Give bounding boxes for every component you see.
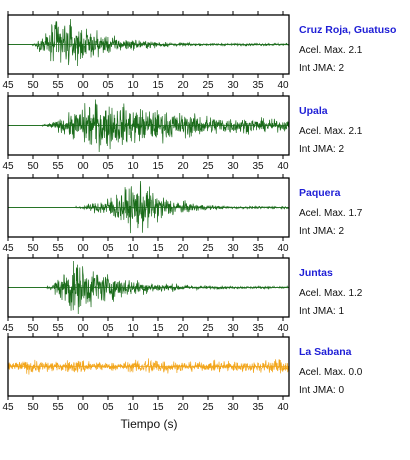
waveform-line <box>8 19 290 67</box>
jma-intensity-text: Int JMA: 2 <box>299 144 344 155</box>
station-name: Upala <box>299 105 328 117</box>
tick-label: 15 <box>152 161 164 172</box>
tick-label: 15 <box>152 402 164 413</box>
tick-label: 30 <box>227 323 239 334</box>
tick-label: 35 <box>252 161 264 172</box>
tick-label: 40 <box>277 243 289 254</box>
tick-label: 30 <box>227 80 239 91</box>
acel-max-text: Acel. Max. 1.2 <box>299 288 363 299</box>
panel-frame <box>7 95 290 156</box>
tick-label: 00 <box>77 80 89 91</box>
tick-label: 00 <box>77 161 89 172</box>
tick-label: 50 <box>27 402 39 413</box>
tick-label: 40 <box>277 161 289 172</box>
tick-label: 55 <box>52 161 64 172</box>
panel-2: 45 50 55 00 05 10 15 20 25 30 35 40 Upala Acel. Max. … <box>2 92 363 172</box>
panel-frame <box>7 14 290 75</box>
panel-3: 45 50 55 00 05 10 15 20 25 30 35 40 Paquera Acel. Max… <box>2 174 363 254</box>
tick-label: 25 <box>202 80 214 91</box>
acel-max-text: Acel. Max. 2.1 <box>299 45 363 56</box>
jma-intensity-text: Int JMA: 1 <box>299 306 344 317</box>
tick-label: 45 <box>2 323 14 334</box>
tick-label: 00 <box>77 402 89 413</box>
tick-label: 45 <box>2 402 14 413</box>
tick-label: 30 <box>227 402 239 413</box>
tick-label: 10 <box>127 80 139 91</box>
tick-label: 15 <box>152 243 164 254</box>
tick-label: 50 <box>27 161 39 172</box>
waveform-line <box>7 358 290 375</box>
tick-label: 15 <box>152 80 164 91</box>
jma-intensity-text: Int JMA: 2 <box>299 226 344 237</box>
tick-label: 20 <box>177 402 189 413</box>
station-name: La Sabana <box>299 346 352 358</box>
tick-label: 25 <box>202 243 214 254</box>
tick-label: 40 <box>277 323 289 334</box>
tick-label: 05 <box>102 80 114 91</box>
tick-label: 30 <box>227 243 239 254</box>
tick-label: 20 <box>177 80 189 91</box>
tick-label: 35 <box>252 80 264 91</box>
waveform-line <box>8 99 290 153</box>
acel-max-text: Acel. Max. 0.0 <box>299 367 363 378</box>
panels-group: 45 50 55 00 05 10 15 20 25 30 35 40 Cruz Roja, Guatu… <box>2 11 396 413</box>
tick-label: 45 <box>2 161 14 172</box>
tick-label: 35 <box>252 243 264 254</box>
tick-label: 10 <box>127 243 139 254</box>
tick-label: 10 <box>127 161 139 172</box>
tick-label: 00 <box>77 243 89 254</box>
tick-label: 50 <box>27 323 39 334</box>
tick-label: 10 <box>127 323 139 334</box>
tick-label: 00 <box>77 323 89 334</box>
station-name: Juntas <box>299 267 333 279</box>
tick-label: 50 <box>27 243 39 254</box>
tick-label: 45 <box>2 80 14 91</box>
tick-label: 55 <box>52 80 64 91</box>
tick-label: 15 <box>152 323 164 334</box>
tick-label: 50 <box>27 80 39 91</box>
tick-label: 20 <box>177 323 189 334</box>
waveform-line <box>8 180 290 234</box>
panel-5: 45 50 55 00 05 10 15 20 25 30 35 40 La Sabana Acel. M… <box>2 333 363 413</box>
panel-frame <box>7 336 290 397</box>
tick-label: 25 <box>202 323 214 334</box>
jma-intensity-text: Int JMA: 2 <box>299 63 344 74</box>
tick-label: 25 <box>202 402 214 413</box>
tick-label: 55 <box>52 402 64 413</box>
panel-4: 45 50 55 00 05 10 15 20 25 30 35 40 Juntas Acel. Max.… <box>2 254 363 334</box>
acel-max-text: Acel. Max. 2.1 <box>299 126 363 137</box>
tick-label: 05 <box>102 243 114 254</box>
tick-label: 40 <box>277 80 289 91</box>
tick-label: 40 <box>277 402 289 413</box>
tick-label: 10 <box>127 402 139 413</box>
acel-max-text: Acel. Max. 1.7 <box>299 208 363 219</box>
tick-label: 35 <box>252 402 264 413</box>
tick-label: 05 <box>102 323 114 334</box>
panel-frame <box>7 257 290 318</box>
tick-label: 35 <box>252 323 264 334</box>
station-name: Paquera <box>299 187 341 199</box>
panel-1: 45 50 55 00 05 10 15 20 25 30 35 40 Cruz Roja, Guatu… <box>2 11 396 91</box>
tick-label: 20 <box>177 243 189 254</box>
waveform-line <box>8 260 290 315</box>
tick-label: 20 <box>177 161 189 172</box>
tick-label: 45 <box>2 243 14 254</box>
tick-label: 05 <box>102 402 114 413</box>
x-axis-title: Tiempo (s) <box>121 417 178 431</box>
tick-label: 05 <box>102 161 114 172</box>
tick-label: 55 <box>52 243 64 254</box>
panel-frame <box>7 177 290 238</box>
jma-intensity-text: Int JMA: 0 <box>299 385 344 396</box>
tick-label: 25 <box>202 161 214 172</box>
tick-label: 30 <box>227 161 239 172</box>
station-name: Cruz Roja, Guatuso <box>299 24 396 36</box>
tick-label: 55 <box>52 323 64 334</box>
